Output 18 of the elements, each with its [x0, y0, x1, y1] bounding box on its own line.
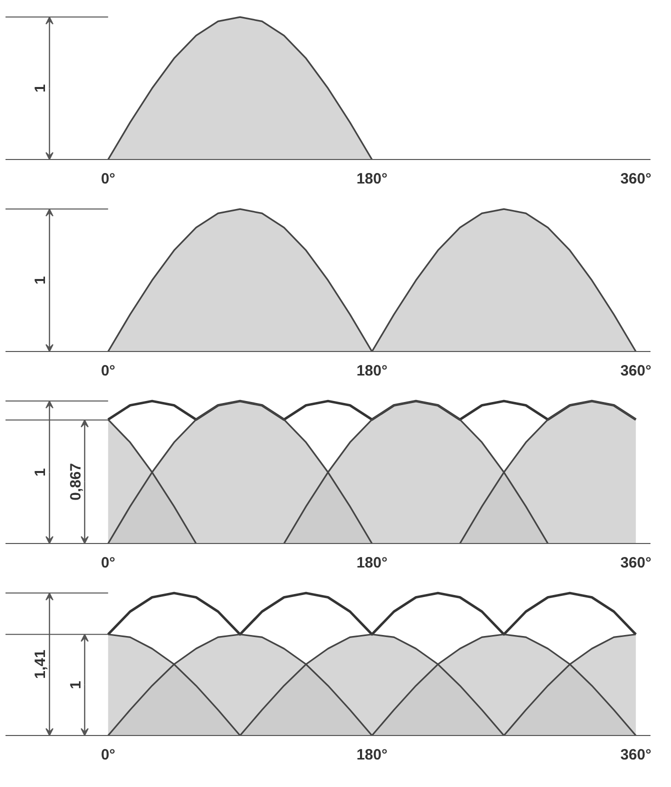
x-tick-label: 180°: [356, 554, 388, 572]
x-tick-label: 0°: [100, 746, 116, 764]
x-tick-label: 0°: [100, 170, 116, 188]
x-tick-label: 0°: [100, 362, 116, 380]
x-tick-label: 360°: [620, 554, 652, 572]
ref-line-label: 1: [32, 84, 50, 92]
ref-line-label: 1: [32, 468, 50, 476]
annotation: 1,41: [32, 650, 50, 679]
x-tick-label: 180°: [356, 746, 388, 764]
x-tick-label: 180°: [356, 362, 388, 380]
x-tick-label: 360°: [620, 746, 652, 764]
x-tick-label: 360°: [620, 170, 652, 188]
x-tick-label: 0°: [100, 554, 116, 572]
annotation: 1: [67, 680, 84, 690]
x-tick-label: 360°: [620, 362, 652, 380]
ref-line-label: 1: [32, 276, 50, 284]
x-tick-label: 180°: [356, 170, 388, 188]
ref-line-label: 0,867: [67, 462, 84, 501]
